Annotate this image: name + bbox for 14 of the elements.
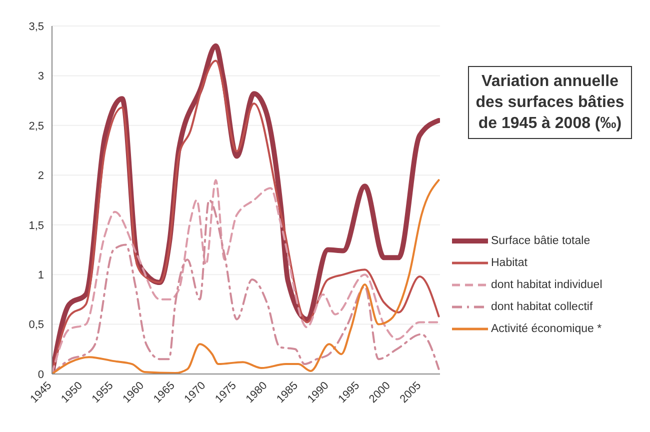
y-tick-label: 0 [38,368,44,381]
y-tick-label: 2 [38,170,44,182]
legend-label: Surface bâtie totale [491,234,590,249]
y-tick-label: 3,5 [28,20,44,33]
text: Variation annuelle des surfaces bâties de 1945 à 2008 (‰) [468,66,632,139]
y-tick-label: 3 [38,70,44,83]
y-tick-label: 2,5 [28,120,44,132]
legend-label: dont habitat individuel [491,278,602,293]
legend-label: Activité économique * [491,322,602,337]
y-tick-label: 1,5 [28,220,44,232]
y-tick-label: 0,5 [28,319,44,332]
y-tick-label: 1 [38,269,44,282]
legend-label: Habitat [491,256,528,271]
legend-label: dont habitat collectif [491,300,593,315]
